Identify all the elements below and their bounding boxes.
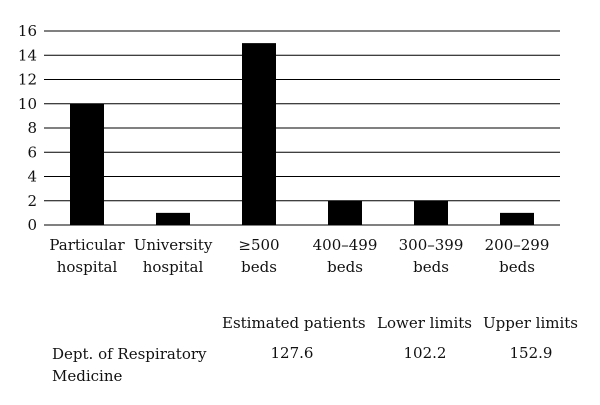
bar xyxy=(328,200,362,225)
y-tick-label: 16 xyxy=(18,22,37,40)
bar xyxy=(500,212,534,225)
y-tick-label: 2 xyxy=(27,192,37,210)
y-tick-label: 8 xyxy=(27,119,37,137)
x-category-label: ≥500 beds xyxy=(238,236,279,276)
x-category-label: University hospital xyxy=(134,236,213,276)
bar-chart: 0 2 4 6 8 10 12 14 16 Particular hospitalUniversi… xyxy=(18,22,560,276)
x-category-label: 400–499 beds xyxy=(313,236,378,276)
y-tick-label: 12 xyxy=(18,71,37,89)
y-tick-label: 6 xyxy=(27,143,37,161)
table-value-upper: 152.9 xyxy=(509,344,553,362)
bars xyxy=(70,43,534,225)
x-category-label: 200–299 beds xyxy=(485,236,550,276)
table-value-estimated: 127.6 xyxy=(270,344,314,362)
table-header-lower: Lower limits xyxy=(377,314,472,332)
y-tick-label: 14 xyxy=(18,46,37,64)
y-tick-label: 10 xyxy=(18,95,37,113)
x-category-label: 300–399 beds xyxy=(399,236,464,276)
bar xyxy=(242,43,276,225)
table-value-lower: 102.2 xyxy=(403,344,447,362)
bar xyxy=(414,200,448,225)
y-tick-label: 4 xyxy=(27,168,37,186)
table-header-estimated: Estimated patients xyxy=(222,314,366,332)
x-category-label: Particular hospital xyxy=(49,236,125,276)
table-row-label: Dept. of Respiratory Medicine xyxy=(52,345,207,385)
y-tick-label: 0 xyxy=(27,216,37,234)
gridlines xyxy=(44,30,560,202)
y-axis-ticks: 0 2 4 6 8 10 12 14 16 xyxy=(18,22,37,234)
bar xyxy=(70,103,104,225)
table-header-upper: Upper limits xyxy=(483,314,579,332)
bar xyxy=(156,212,190,225)
